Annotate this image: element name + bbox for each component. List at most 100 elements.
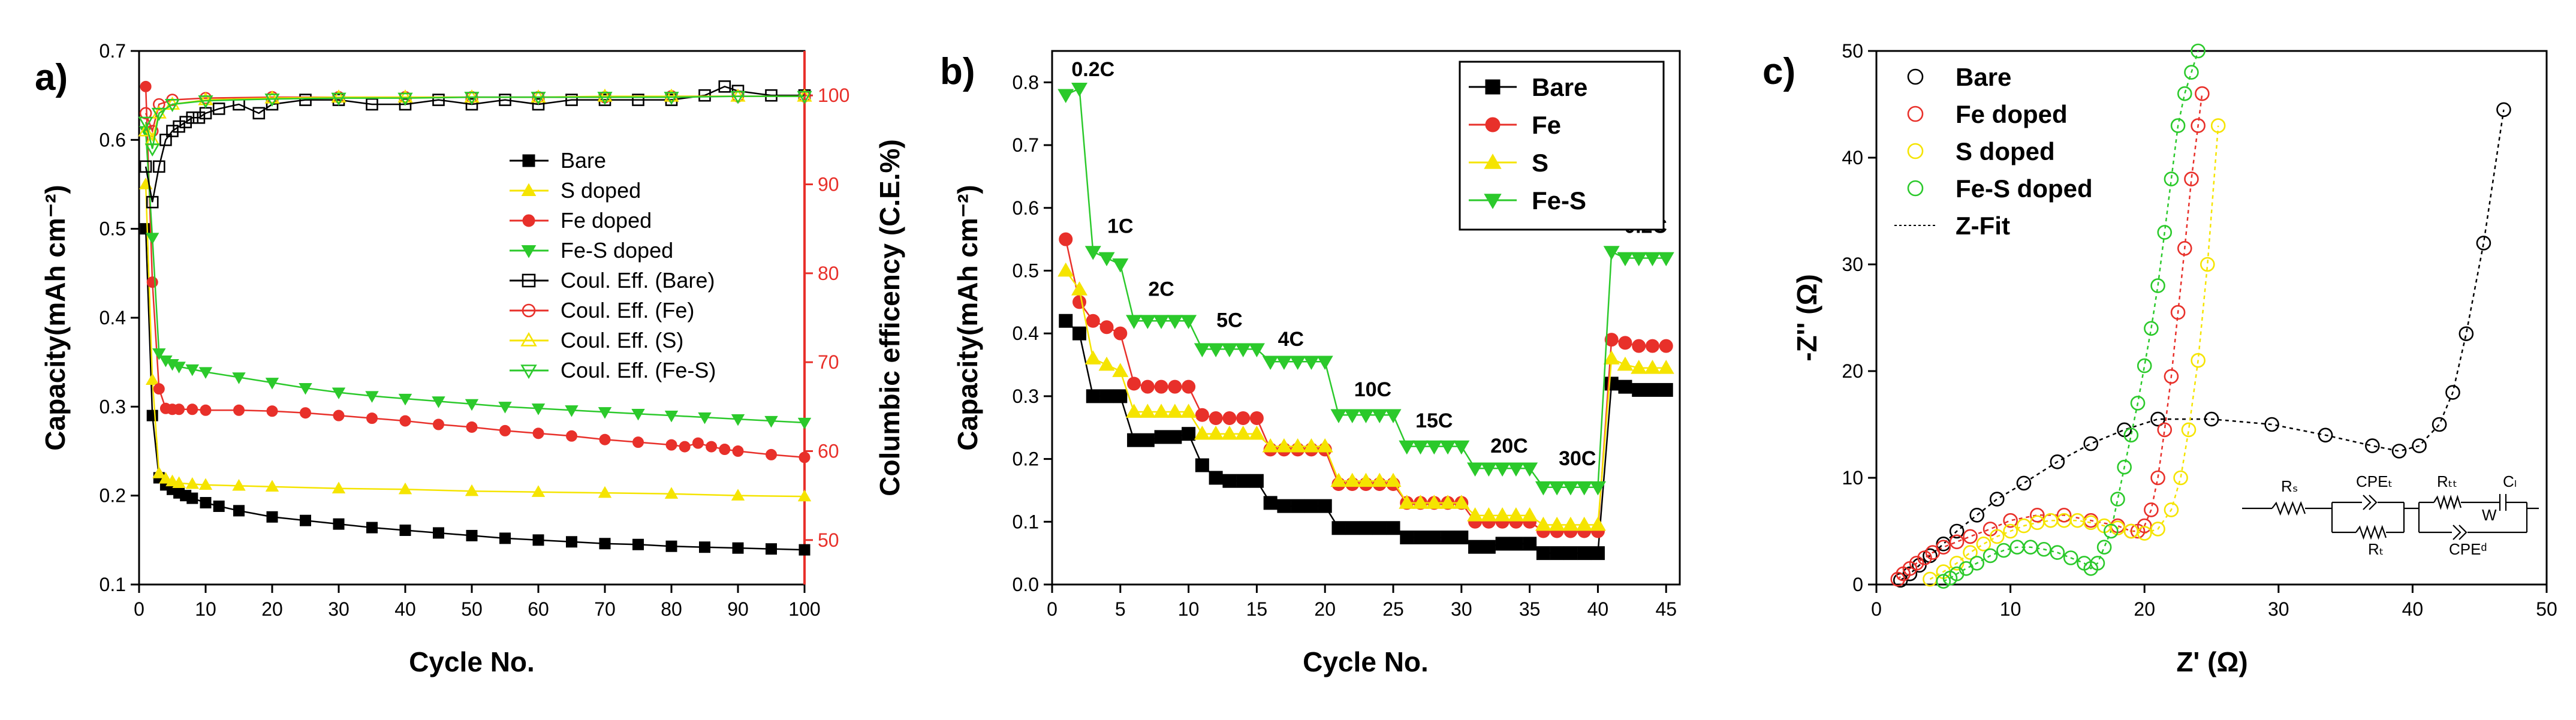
- panel-c-fit-line-3: [1943, 50, 2199, 582]
- panel-b-point-1-6: [1140, 379, 1155, 394]
- panel-a-point-3-16: [498, 402, 512, 414]
- panel-a-legend-marker-5: [522, 303, 536, 318]
- panel-b-point-2-24: [1385, 472, 1402, 487]
- panel-b-point-0-16: [1277, 499, 1291, 513]
- panel-a-point-7-9: [531, 92, 546, 106]
- panel-c-xlabel: Z' (Ω): [2176, 646, 2247, 677]
- panel-b-point-2-20: [1330, 472, 1347, 487]
- panel-c-y-tick-label-2: 20: [1842, 360, 1863, 382]
- panel-a-point-3-21: [664, 411, 679, 423]
- panel-b-point-3-0: [1057, 89, 1074, 103]
- panel-b-point-3-32: [1494, 462, 1511, 477]
- panel-b-point-0-18: [1304, 499, 1318, 513]
- panel-a-x-tick-label-8: 80: [661, 598, 682, 620]
- panel-a-point-1-8: [232, 478, 246, 491]
- panel-b-legend: Bare Fe S Fe-S: [1459, 61, 1665, 231]
- panel-b-point-0-33: [1509, 537, 1523, 551]
- panel-b-y-tick-label-0: 0.0: [1013, 574, 1039, 595]
- panel-b-point-0-27: [1427, 530, 1441, 544]
- panel-b-point-0-39: [1590, 546, 1605, 561]
- panel-b-point-3-18: [1303, 356, 1319, 370]
- panel-b-point-2-31: [1480, 507, 1497, 522]
- panel-a-point-7-0: [138, 116, 153, 130]
- panel-a-point-0-25: [732, 542, 744, 554]
- panel-b-point-2-28: [1439, 495, 1456, 509]
- panel-a-point-5-1: [146, 125, 159, 137]
- panel-b-point-2-8: [1167, 403, 1183, 418]
- panel-c-point-2-19: [2173, 470, 2188, 486]
- panel-a-y-tick-label-0: 0.1: [100, 574, 126, 595]
- panel-b-point-2-21: [1344, 472, 1361, 487]
- panel-c-point-0-12: [2150, 411, 2165, 427]
- panel-b-y-tick-label-5: 0.5: [1013, 260, 1039, 281]
- panel-c-point-2-12: [2083, 515, 2099, 531]
- panel-b-point-2-34: [1522, 507, 1538, 522]
- panel-b-point-0-42: [1632, 382, 1646, 397]
- panel-b-point-0-34: [1523, 537, 1537, 551]
- panel-c-point-0-21: [2459, 326, 2474, 342]
- panel-a-legend-marker-6: [520, 332, 537, 347]
- panel-b-point-2-27: [1426, 495, 1442, 509]
- panel-a-y2-tick-label-2: 70: [818, 351, 839, 373]
- panel-c-point-2-3: [1963, 545, 1978, 560]
- panel-c-x-tick-label-5: 50: [2536, 598, 2557, 620]
- panel-b-x-tick-label-9: 45: [1655, 598, 1677, 620]
- panel-b-point-2-35: [1535, 516, 1551, 531]
- panel-a-point-4-4: [166, 125, 179, 137]
- panel-a-point-0-18: [499, 532, 511, 544]
- panel-a-point-2-22: [679, 441, 691, 453]
- panel-c-x-tick-label-1: 10: [2000, 598, 2021, 620]
- panel-a-point-1-13: [531, 485, 546, 497]
- panel-b-point-3-9: [1180, 315, 1197, 329]
- panel-b-legend-marker-0: [1485, 79, 1501, 95]
- panel-a-point-0-7: [186, 492, 198, 504]
- panel-a-x-tick-label-0: 0: [134, 598, 144, 620]
- panel-b-point-0-21: [1345, 521, 1360, 535]
- panel-b-marks: [1057, 82, 1674, 561]
- panel-b-point-3-20: [1330, 409, 1347, 423]
- panel-b-point-2-26: [1412, 495, 1429, 509]
- panel-a-point-3-19: [598, 407, 612, 419]
- panel-a-y-tick-label-4: 0.5: [100, 218, 126, 240]
- panel-b-point-3-44: [1658, 252, 1674, 267]
- panel-b-point-3-21: [1344, 409, 1361, 423]
- panel-b-point-1-14: [1249, 411, 1264, 426]
- panel-c-point-0-8: [2016, 475, 2032, 491]
- panel-a-point-6-9: [531, 89, 546, 103]
- panel-a-point-7-2: [151, 107, 167, 121]
- panel-c-point-3-20: [2130, 396, 2146, 411]
- panel-c-point-1-6: [1936, 540, 1951, 555]
- panel-a-point-0-10: [233, 505, 245, 517]
- panel-a-y2-tick-label-4: 90: [818, 174, 839, 195]
- panel-b-point-3-14: [1248, 343, 1265, 358]
- circuit-rf-resistor: [2355, 525, 2387, 540]
- panel-a-point-2-1: [146, 276, 158, 288]
- panel-a-point-6-0: [138, 123, 153, 137]
- panel-c-point-2-22: [2200, 257, 2215, 272]
- panel-b-y-tick-label-3: 0.3: [1013, 385, 1039, 407]
- panel-c-point-2-6: [2003, 523, 2018, 539]
- panel-b-point-3-39: [1589, 481, 1606, 496]
- panel-a-point-1-10: [332, 481, 346, 493]
- panel-c-point-3-27: [2177, 86, 2192, 101]
- panel-b-y-tick-label-1: 0.1: [1013, 511, 1039, 532]
- panel-b-point-2-29: [1453, 495, 1470, 509]
- panel-b-point-0-38: [1577, 546, 1592, 561]
- panel-b-legend-marker-2: [1484, 153, 1502, 169]
- panel-b-point-2-13: [1235, 426, 1252, 440]
- panel-a-y2label: Columbic efficency (C.E.%): [874, 139, 905, 496]
- panel-a-point-0-1: [146, 409, 158, 421]
- panel-c-point-3-21: [2137, 358, 2152, 373]
- panel-c-point-0-7: [1989, 492, 2005, 507]
- panel-b-point-3-42: [1631, 252, 1647, 267]
- panel-c-frame: [1875, 50, 2548, 586]
- panel-c-legend-marker-2: [1907, 143, 1924, 159]
- panel-c-point-1-11: [2030, 507, 2045, 523]
- panel-a-point-4-24: [632, 94, 644, 106]
- panel-a-y-tick-label-6: 0.7: [100, 40, 126, 62]
- circuit-cped-a: [2453, 525, 2461, 540]
- panel-a-point-7-5: [264, 94, 280, 107]
- panel-a-point-0-8: [200, 497, 212, 509]
- panel-c-point-3-19: [2123, 427, 2139, 443]
- panel-b-point-0-11: [1209, 471, 1223, 485]
